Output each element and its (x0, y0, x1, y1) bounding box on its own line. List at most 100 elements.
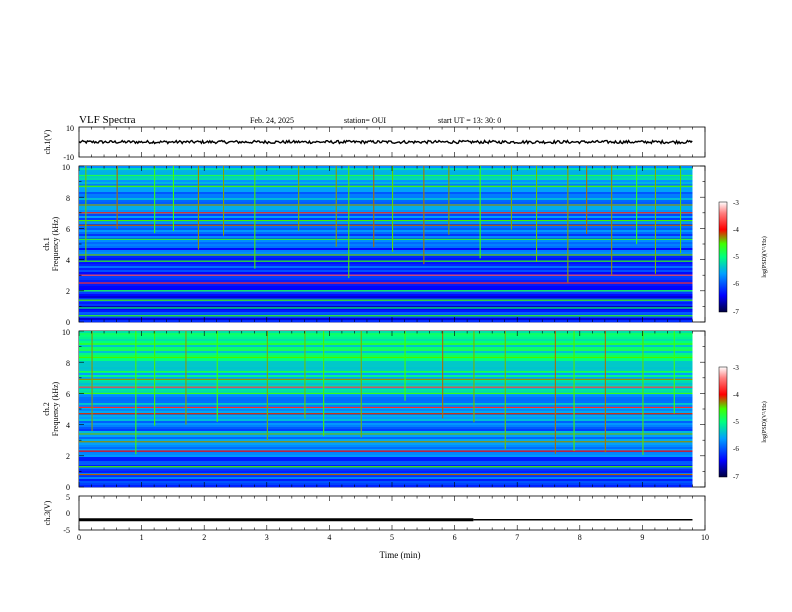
spectrogram-row (79, 230, 693, 233)
spectrogram-band (79, 290, 693, 292)
ch1-ytick-bottom: -10 (63, 153, 74, 162)
ch2-freq-tick-10: 10 (62, 328, 70, 337)
time-tick-label: 1 (140, 533, 144, 542)
ch1-waveform-x-ticks (78, 127, 706, 157)
ch2-colorbar-scale (718, 366, 728, 478)
spectrogram-row (79, 417, 693, 420)
spectrogram-spike (404, 331, 406, 401)
ch1-channel-label: ch.1 (42, 237, 51, 251)
ch2-freq-tick-0: 0 (66, 483, 70, 492)
ch2-freq-tick-2: 2 (66, 452, 70, 461)
ch1-ylabel: ch.1(V) (43, 129, 52, 154)
spectrogram-spike (573, 331, 575, 451)
spectrogram-band (79, 450, 693, 452)
spectrogram-spike (654, 166, 656, 274)
spectrogram-row (79, 425, 693, 428)
spectrogram-row (79, 170, 693, 173)
spectrogram-row (79, 306, 693, 309)
spectrogram-band (79, 413, 693, 415)
spectrogram-spike (298, 166, 300, 231)
spectrogram-row (79, 218, 693, 221)
spectrogram-row (79, 314, 693, 317)
spectrogram-row (79, 190, 693, 193)
spectrogram-row (79, 357, 693, 360)
spectrogram-row (79, 475, 693, 478)
ch1-freq-tick-0: 0 (66, 318, 70, 327)
spectrogram-band (79, 185, 693, 187)
spectrogram-band (79, 299, 693, 301)
spectrogram-row (79, 234, 693, 237)
ch2-spectrogram-ticks (78, 330, 706, 488)
ch2-freq-tick-8: 8 (66, 359, 70, 368)
time-tick-label: 10 (701, 533, 709, 542)
spectrogram-row (79, 244, 693, 247)
spectrogram-row (79, 349, 693, 352)
ch2-cb-tick-m5: -5 (733, 418, 739, 426)
spectrogram-band (79, 212, 693, 214)
spectrogram-spike (266, 331, 268, 440)
spectrogram-row (79, 188, 693, 191)
spectrogram-row (79, 443, 693, 446)
spectrogram-row (79, 318, 693, 321)
spectrogram-row (79, 397, 693, 400)
spectrogram-band (79, 406, 693, 409)
ch2-cb-tick-m4: -4 (733, 391, 739, 399)
spectrogram-row (79, 477, 693, 480)
spectrogram-row (79, 369, 693, 372)
spectrogram-row (79, 457, 693, 460)
spectrogram-row (79, 250, 693, 253)
spectrogram-row (79, 310, 693, 313)
time-tick-label: 6 (453, 533, 457, 542)
spectrogram-spike (510, 166, 512, 230)
spectrogram-row (79, 351, 693, 354)
spectrogram-row (79, 333, 693, 336)
spectrogram-row (79, 208, 693, 211)
ch1-freq-tick-4: 4 (66, 256, 70, 265)
ch1-cb-tick-m5: -5 (733, 253, 739, 261)
spectrogram-row (79, 453, 693, 456)
spectrogram-row (79, 407, 693, 410)
ch1-waveform-line (78, 139, 693, 145)
station-label: station= OUI (344, 116, 386, 125)
ch2-cb-tick-m3: -3 (733, 364, 739, 372)
spectrogram-row (79, 266, 693, 269)
spectrogram-row (79, 186, 693, 189)
spectrogram-spike (479, 166, 481, 259)
spectrogram-row (79, 461, 693, 464)
spectrogram-spike (348, 166, 350, 279)
ch3-ytick-0: 0 (66, 509, 70, 518)
spectrogram-row (79, 435, 693, 438)
spectrogram-row (79, 411, 693, 414)
spectrogram-row (79, 363, 693, 366)
ch2-freq-tick-6: 6 (66, 390, 70, 399)
spectrogram-row (79, 409, 693, 412)
spectrogram-row (79, 226, 693, 229)
spectrogram-row (79, 391, 693, 394)
time-tick-label: 0 (77, 533, 81, 542)
spectrogram-row (79, 256, 693, 259)
spectrogram-row (79, 479, 693, 482)
spectrogram-spike (197, 166, 199, 250)
spectrogram-row (79, 252, 693, 255)
ch2-colorbar: -3 -4 -5 -6 -7 log(PSD)(V²/Hz) (718, 364, 768, 481)
spectrogram-row (79, 459, 693, 462)
spectrogram-row (79, 353, 693, 356)
spectrogram-row (79, 373, 693, 376)
ch1-cb-tick-m7: -7 (733, 308, 739, 316)
spectrogram-row (79, 361, 693, 364)
spectrogram-row (79, 316, 693, 319)
spectrogram-row (79, 258, 693, 261)
ch3-voltage-panel: 0 1 2 3 4 5 6 7 8 9 10 5 0 -5 ch.3(V) Time (min) (43, 493, 709, 560)
spectrogram-row (79, 415, 693, 418)
spectrogram-spike (423, 166, 425, 265)
spectrogram-row (79, 264, 693, 267)
spectrogram-row (79, 455, 693, 458)
spectrogram-row (79, 395, 693, 398)
ch1-waveform-trace (78, 139, 693, 145)
spectrogram-row (79, 236, 693, 239)
spectrogram-row (79, 343, 693, 346)
spectrogram-row (79, 469, 693, 472)
ch1-colorbar-label: log(PSD)(V²/Hz) (761, 236, 768, 277)
spectrogram-band (79, 282, 693, 284)
spectrogram-row (79, 194, 693, 197)
